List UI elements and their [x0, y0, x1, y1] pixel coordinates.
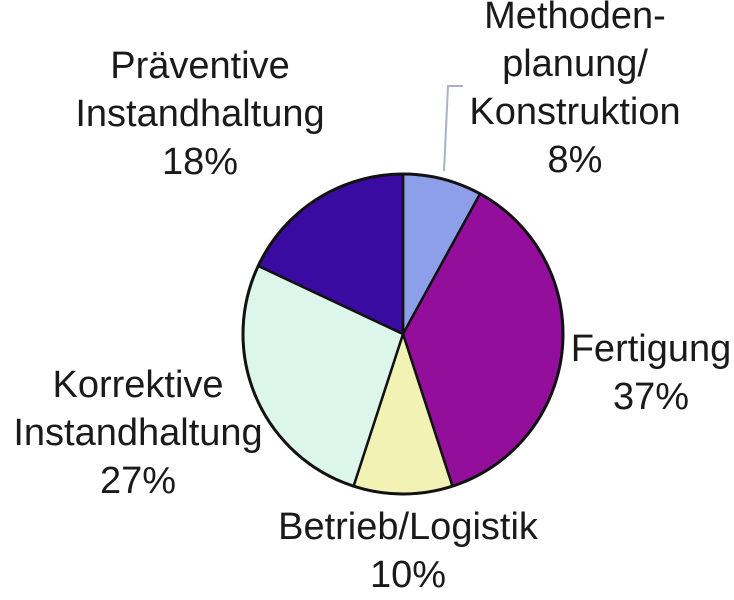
slice-percent: 37%	[612, 376, 690, 418]
slice-label-line: Präventive	[110, 45, 290, 87]
slice-label-line: Methoden-	[484, 0, 666, 37]
slice-label-line: Konstruktion	[469, 91, 681, 133]
slice-label-line: planung/	[502, 43, 648, 85]
slice-percent: 10%	[369, 554, 447, 596]
slice-label-methodenplanung-konstruktion: Methoden- planung/ Konstruktion 8%	[425, 0, 725, 184]
slice-label-praeventive-instandhaltung: Präventive Instandhaltung 18%	[40, 42, 360, 186]
slice-label-line: Betrieb/Logistik	[278, 506, 538, 548]
slice-label-betrieb-logistik: Betrieb/Logistik 10%	[258, 503, 558, 599]
slice-percent: 18%	[161, 141, 239, 183]
slice-percent: 8%	[547, 139, 603, 181]
slice-label-fertigung: Fertigung 37%	[565, 325, 734, 421]
slice-label-line: Fertigung	[570, 328, 732, 370]
leader-line-methodenplanung	[443, 85, 463, 172]
slice-percent: 27%	[99, 460, 177, 502]
pie-outline	[241, 172, 565, 496]
slice-label-line: Korrektive	[52, 364, 224, 406]
slice-label-line: Instandhaltung	[13, 412, 263, 454]
slice-label-line: Instandhaltung	[75, 93, 325, 135]
slice-label-korrektive-instandhaltung: Korrektive Instandhaltung 27%	[0, 361, 276, 505]
